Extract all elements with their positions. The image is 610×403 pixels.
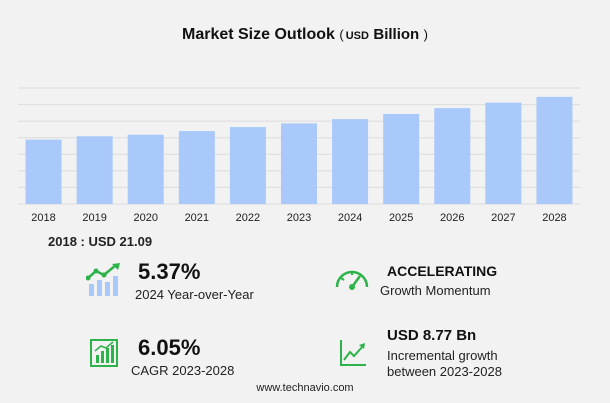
momentum-label: Growth Momentum [380, 283, 491, 298]
chart-title: Market Size Outlook (USD Billion ) [0, 26, 610, 44]
bar-chart-icon [90, 339, 118, 367]
x-tick-label: 2028 [542, 212, 566, 224]
chart-title-text: Market Size Outlook [181, 26, 335, 43]
bar-2023 [281, 123, 317, 204]
bar-2028 [536, 96, 573, 204]
bar-2020 [127, 134, 164, 204]
bar-chart: 2018 2019 2020 2021 2022 2023 2024 2025 2026 2027… [18, 87, 580, 224]
x-tick-label: 2023 [287, 212, 311, 224]
unit-currency: USD [345, 30, 369, 42]
footer-source: www.technavio.com [256, 382, 354, 394]
bar-2025 [383, 113, 420, 204]
x-tick-label: 2021 [185, 212, 209, 224]
speedometer-icon [335, 270, 369, 290]
unit-close-paren: ) [423, 27, 429, 42]
x-tick-label: 2026 [440, 212, 464, 224]
x-tick-label: 2019 [82, 212, 106, 224]
unit-open-paren: ( [339, 27, 344, 42]
line-chart-icon [340, 340, 366, 366]
x-tick-label: 2020 [133, 212, 157, 224]
bar-2019 [76, 136, 113, 204]
x-tick-label: 2022 [236, 212, 260, 224]
incremental-label-line1: Incremental growth [387, 348, 498, 363]
yoy-value: 5.37% [138, 259, 201, 284]
base-year-value: 2018 : USD 21.09 [48, 234, 153, 249]
cagr-value: 6.05% [138, 335, 201, 360]
incremental-value: USD 8.77 Bn [387, 327, 477, 344]
bar-2027 [485, 102, 522, 204]
cagr-label: CAGR 2023-2028 [131, 363, 235, 378]
bar-2022 [229, 127, 266, 204]
bar-2024 [332, 119, 369, 204]
bar-2026 [434, 108, 471, 204]
bar-2018 [25, 139, 62, 204]
bar-2021 [178, 131, 215, 204]
x-tick-label: 2025 [389, 212, 413, 224]
x-tick-label: 2018 [31, 212, 55, 224]
momentum-value: ACCELERATING [387, 263, 498, 279]
x-tick-label: 2027 [491, 212, 515, 224]
x-tick-label: 2024 [338, 212, 362, 224]
incremental-label-line2: between 2023-2028 [387, 364, 502, 379]
unit-scale: Billion [373, 26, 420, 43]
yoy-label: 2024 Year-over-Year [135, 287, 254, 302]
growth-chart-icon [86, 263, 120, 296]
